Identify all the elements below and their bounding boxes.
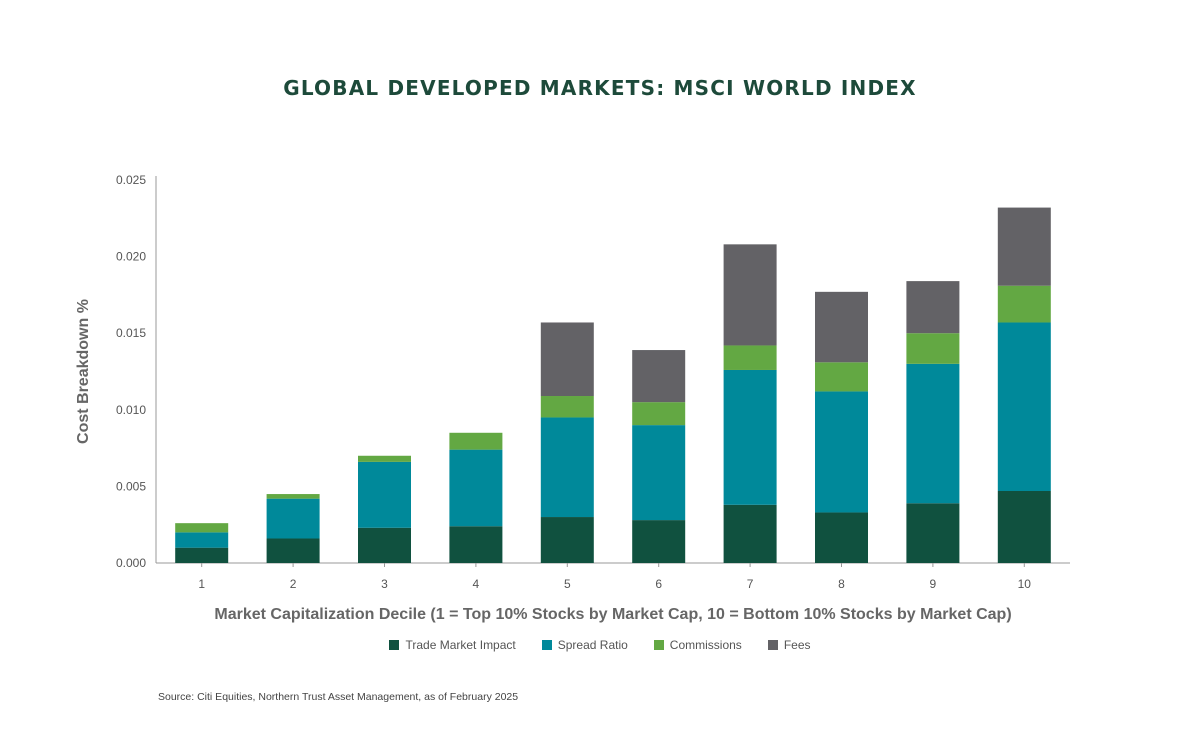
x-tick-label: 5 bbox=[564, 577, 571, 591]
chart-title: GLOBAL DEVELOPED MARKETS: MSCI WORLD IND… bbox=[283, 76, 917, 100]
bar-segment-fees bbox=[723, 244, 777, 346]
legend-item-commissions: Commissions bbox=[653, 638, 742, 652]
legend-label-spread-ratio: Spread Ratio bbox=[557, 638, 628, 652]
bar-segment-commissions bbox=[449, 432, 503, 450]
y-tick-label: 0.000 bbox=[116, 556, 146, 570]
bar-segment-spread-ratio bbox=[175, 532, 229, 548]
x-tick-label: 1 bbox=[198, 577, 205, 591]
bar-segment-trade-market-impact bbox=[540, 517, 594, 563]
legend-item-spread-ratio: Spread Ratio bbox=[541, 638, 628, 652]
bar-segment-commissions bbox=[540, 396, 594, 418]
bar-segment-trade-market-impact bbox=[449, 526, 503, 563]
bar-segment-fees bbox=[632, 350, 686, 403]
bar-segment-commissions bbox=[997, 285, 1051, 323]
bar-segment-commissions bbox=[632, 402, 686, 426]
legend-label-fees: Fees bbox=[783, 638, 811, 652]
x-tick-label: 7 bbox=[747, 577, 754, 591]
bar-segment-commissions bbox=[175, 523, 229, 533]
legend-item-fees: Fees bbox=[767, 638, 811, 652]
y-tick-label: 0.025 bbox=[116, 173, 146, 187]
legend-label-commissions: Commissions bbox=[669, 638, 742, 652]
x-tick-label: 6 bbox=[655, 577, 662, 591]
bar-segment-fees bbox=[997, 207, 1051, 286]
x-tick-label: 2 bbox=[290, 577, 297, 591]
bar-segment-commissions bbox=[906, 333, 960, 364]
bar-segment-spread-ratio bbox=[266, 498, 320, 539]
legend-swatch-spread-ratio bbox=[541, 640, 552, 650]
bar-segment-trade-market-impact bbox=[266, 538, 320, 563]
bar-segment-spread-ratio bbox=[723, 369, 777, 505]
legend-swatch-commissions bbox=[653, 640, 664, 650]
y-tick-label: 0.005 bbox=[116, 479, 146, 493]
bar-segment-trade-market-impact bbox=[906, 503, 960, 563]
y-axis-title: Cost Breakdown % bbox=[75, 299, 92, 444]
bar-segment-trade-market-impact bbox=[815, 512, 868, 563]
legend-label-trade-market-impact: Trade Market Impact bbox=[405, 638, 516, 652]
legend-swatch-fees bbox=[767, 640, 778, 650]
bar-segment-trade-market-impact bbox=[175, 547, 229, 563]
x-tick-label: 3 bbox=[381, 577, 388, 591]
bar-segment-spread-ratio bbox=[358, 461, 411, 528]
legend-item-trade-market-impact: Trade Market Impact bbox=[389, 638, 516, 652]
x-axis-title: Market Capitalization Decile (1 = Top 10… bbox=[214, 606, 1011, 623]
bar-segment-fees bbox=[815, 291, 868, 363]
x-tick-label: 4 bbox=[473, 577, 480, 591]
x-tick-label: 8 bbox=[838, 577, 845, 591]
legend: Trade Market Impact Spread Ratio Commiss… bbox=[0, 638, 1200, 652]
legend-swatch-trade-market-impact bbox=[389, 640, 400, 650]
bar-segment-trade-market-impact bbox=[632, 520, 686, 563]
source-note: Source: Citi Equities, Northern Trust As… bbox=[158, 691, 519, 703]
bar-segment-commissions bbox=[358, 455, 411, 462]
bar-segment-fees bbox=[540, 322, 594, 397]
bar-segment-trade-market-impact bbox=[997, 490, 1051, 563]
bar-segment-trade-market-impact bbox=[358, 527, 411, 563]
bar-segment-spread-ratio bbox=[906, 363, 960, 504]
bar-segment-spread-ratio bbox=[815, 391, 868, 513]
bar-segment-commissions bbox=[723, 345, 777, 370]
bar-segment-spread-ratio bbox=[540, 417, 594, 518]
x-tick-label: 9 bbox=[930, 577, 937, 591]
bar-segment-commissions bbox=[266, 494, 320, 499]
bar-segment-spread-ratio bbox=[632, 425, 686, 521]
bar-segment-spread-ratio bbox=[449, 449, 503, 527]
bar-segment-commissions bbox=[815, 362, 868, 392]
bar-segment-spread-ratio bbox=[997, 322, 1051, 491]
x-tick-label: 10 bbox=[1018, 577, 1032, 591]
y-tick-label: 0.010 bbox=[116, 403, 146, 417]
bar-segment-fees bbox=[906, 281, 960, 334]
y-tick-label: 0.020 bbox=[116, 250, 146, 264]
y-tick-label: 0.015 bbox=[116, 326, 146, 340]
bar-segment-trade-market-impact bbox=[723, 504, 777, 563]
